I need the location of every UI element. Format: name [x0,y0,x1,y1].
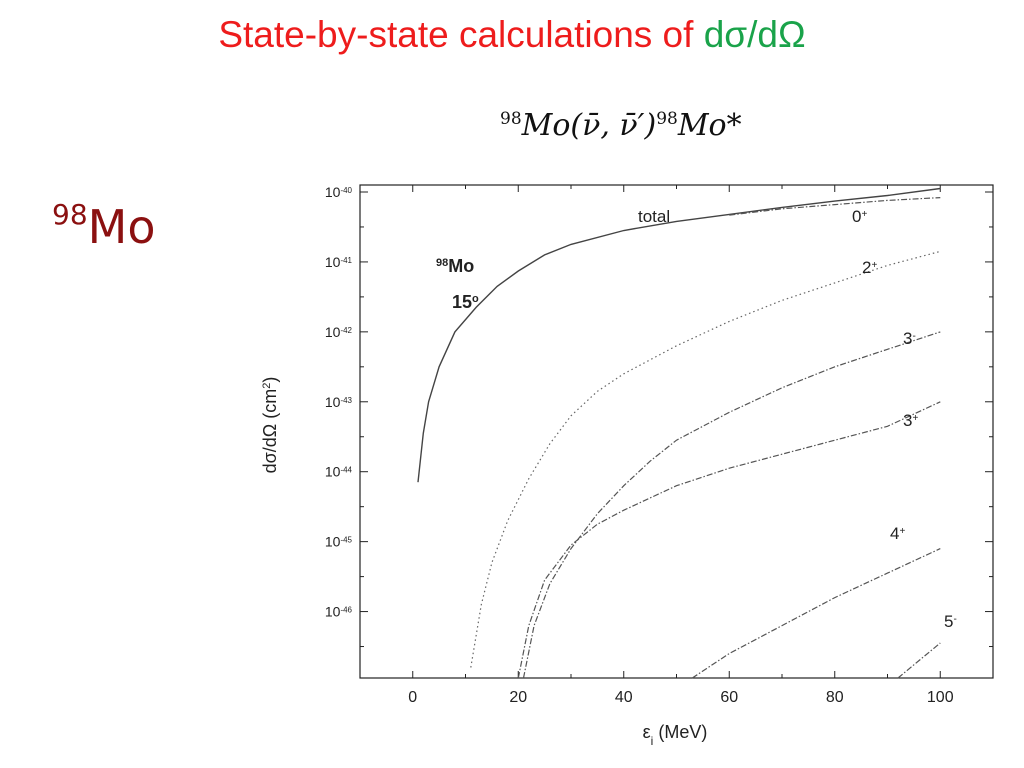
x-tick-label-80: 80 [826,689,844,706]
series-line-total [417,187,941,483]
series-label-total: total [638,207,670,226]
x-tick-label-40: 40 [615,689,633,706]
nucleus-symbol: Mo [87,200,156,254]
y-tick-label--45: 10-45 [325,534,353,550]
plot-nucleus-label: 98Mo [436,256,474,276]
slide-title-main: State-by-state calculations of [218,14,704,55]
y-axis-label: dσ/dΩ (cm2) [260,377,280,474]
y-tick-label--43: 10-43 [325,394,353,410]
series-line-4+ [691,548,941,679]
y-tick-label--44: 10-44 [325,464,353,480]
nucleus-mass-number: 98 [52,198,88,231]
y-tick-label--46: 10-46 [325,604,353,620]
chart-title-sup-2: 98 [656,109,678,129]
slide-title-highlight: dσ/dΩ [703,14,806,55]
nucleus-label: 98Mo [52,198,156,254]
series-label-0+: 0+ [852,207,867,226]
series-line-2+ [470,250,941,668]
x-tick-label-100: 100 [927,689,954,706]
series-line-5- [897,642,941,679]
plot-angle-label: 15o [452,292,479,312]
series-label-4+: 4+ [890,524,905,543]
x-axis-label: εi (MeV) [643,722,708,748]
chart-title: 98Mo(ν̄, ν̄′)98Mo* [500,108,742,143]
chart-title-sup-1: 98 [500,109,522,129]
x-tick-label-20: 20 [509,689,527,706]
y-tick-label--42: 10-42 [325,324,353,340]
series-label-3-: 3- [903,329,916,348]
series-label-5-: 5- [944,612,957,631]
slide-title: State-by-state calculations of dσ/dΩ [0,14,1024,56]
series-line-3+ [517,401,941,679]
series-line-3- [522,331,941,679]
series-label-2+: 2+ [862,258,877,277]
y-tick-label--41: 10-41 [325,254,353,270]
series-label-3+: 3+ [903,411,918,430]
x-tick-label-60: 60 [720,689,738,706]
series-line-0+ [729,197,941,216]
y-tick-label--40: 10-40 [325,184,353,200]
x-tick-label-0: 0 [408,689,417,706]
chart-title-post: Mo* [677,108,742,143]
chart-title-main: Mo(ν̄, ν̄′) [521,108,657,143]
